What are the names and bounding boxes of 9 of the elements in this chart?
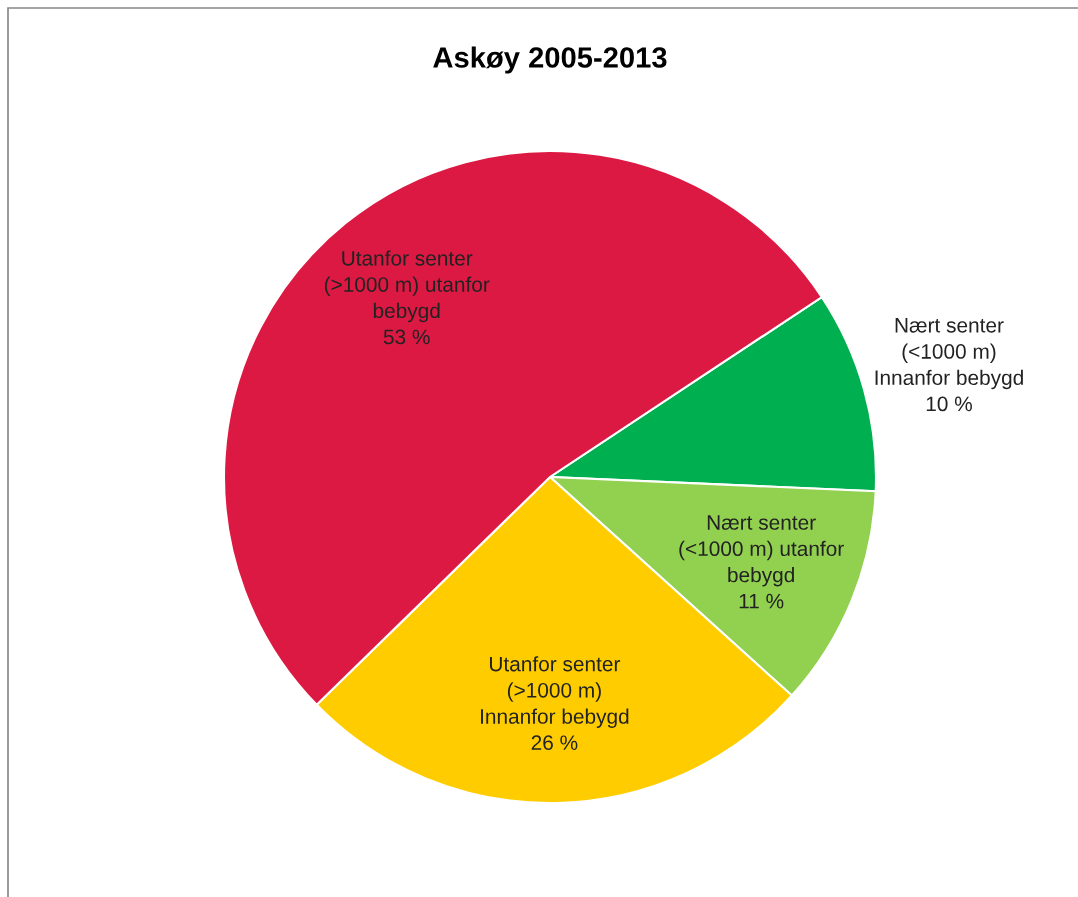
slice-label: Utanfor senter (>1000 m) Innanfor bebygd [481, 656, 629, 728]
data-label: 10 % [926, 396, 972, 412]
data-label: 53 % [383, 329, 430, 345]
data-label: 11 % [739, 593, 784, 609]
slice-label: Utanfor senter (>1000 m) utanfor bebygd [324, 250, 490, 323]
chart-title: Askøy 2005-2013 [433, 46, 667, 74]
data-label: 26 % [531, 735, 578, 751]
slice-label: Nært senter (<1000 m) utanfor bebygd [679, 515, 844, 587]
slice-label: Nært senter (<1000 m) Innanfor bebygd [875, 318, 1023, 390]
